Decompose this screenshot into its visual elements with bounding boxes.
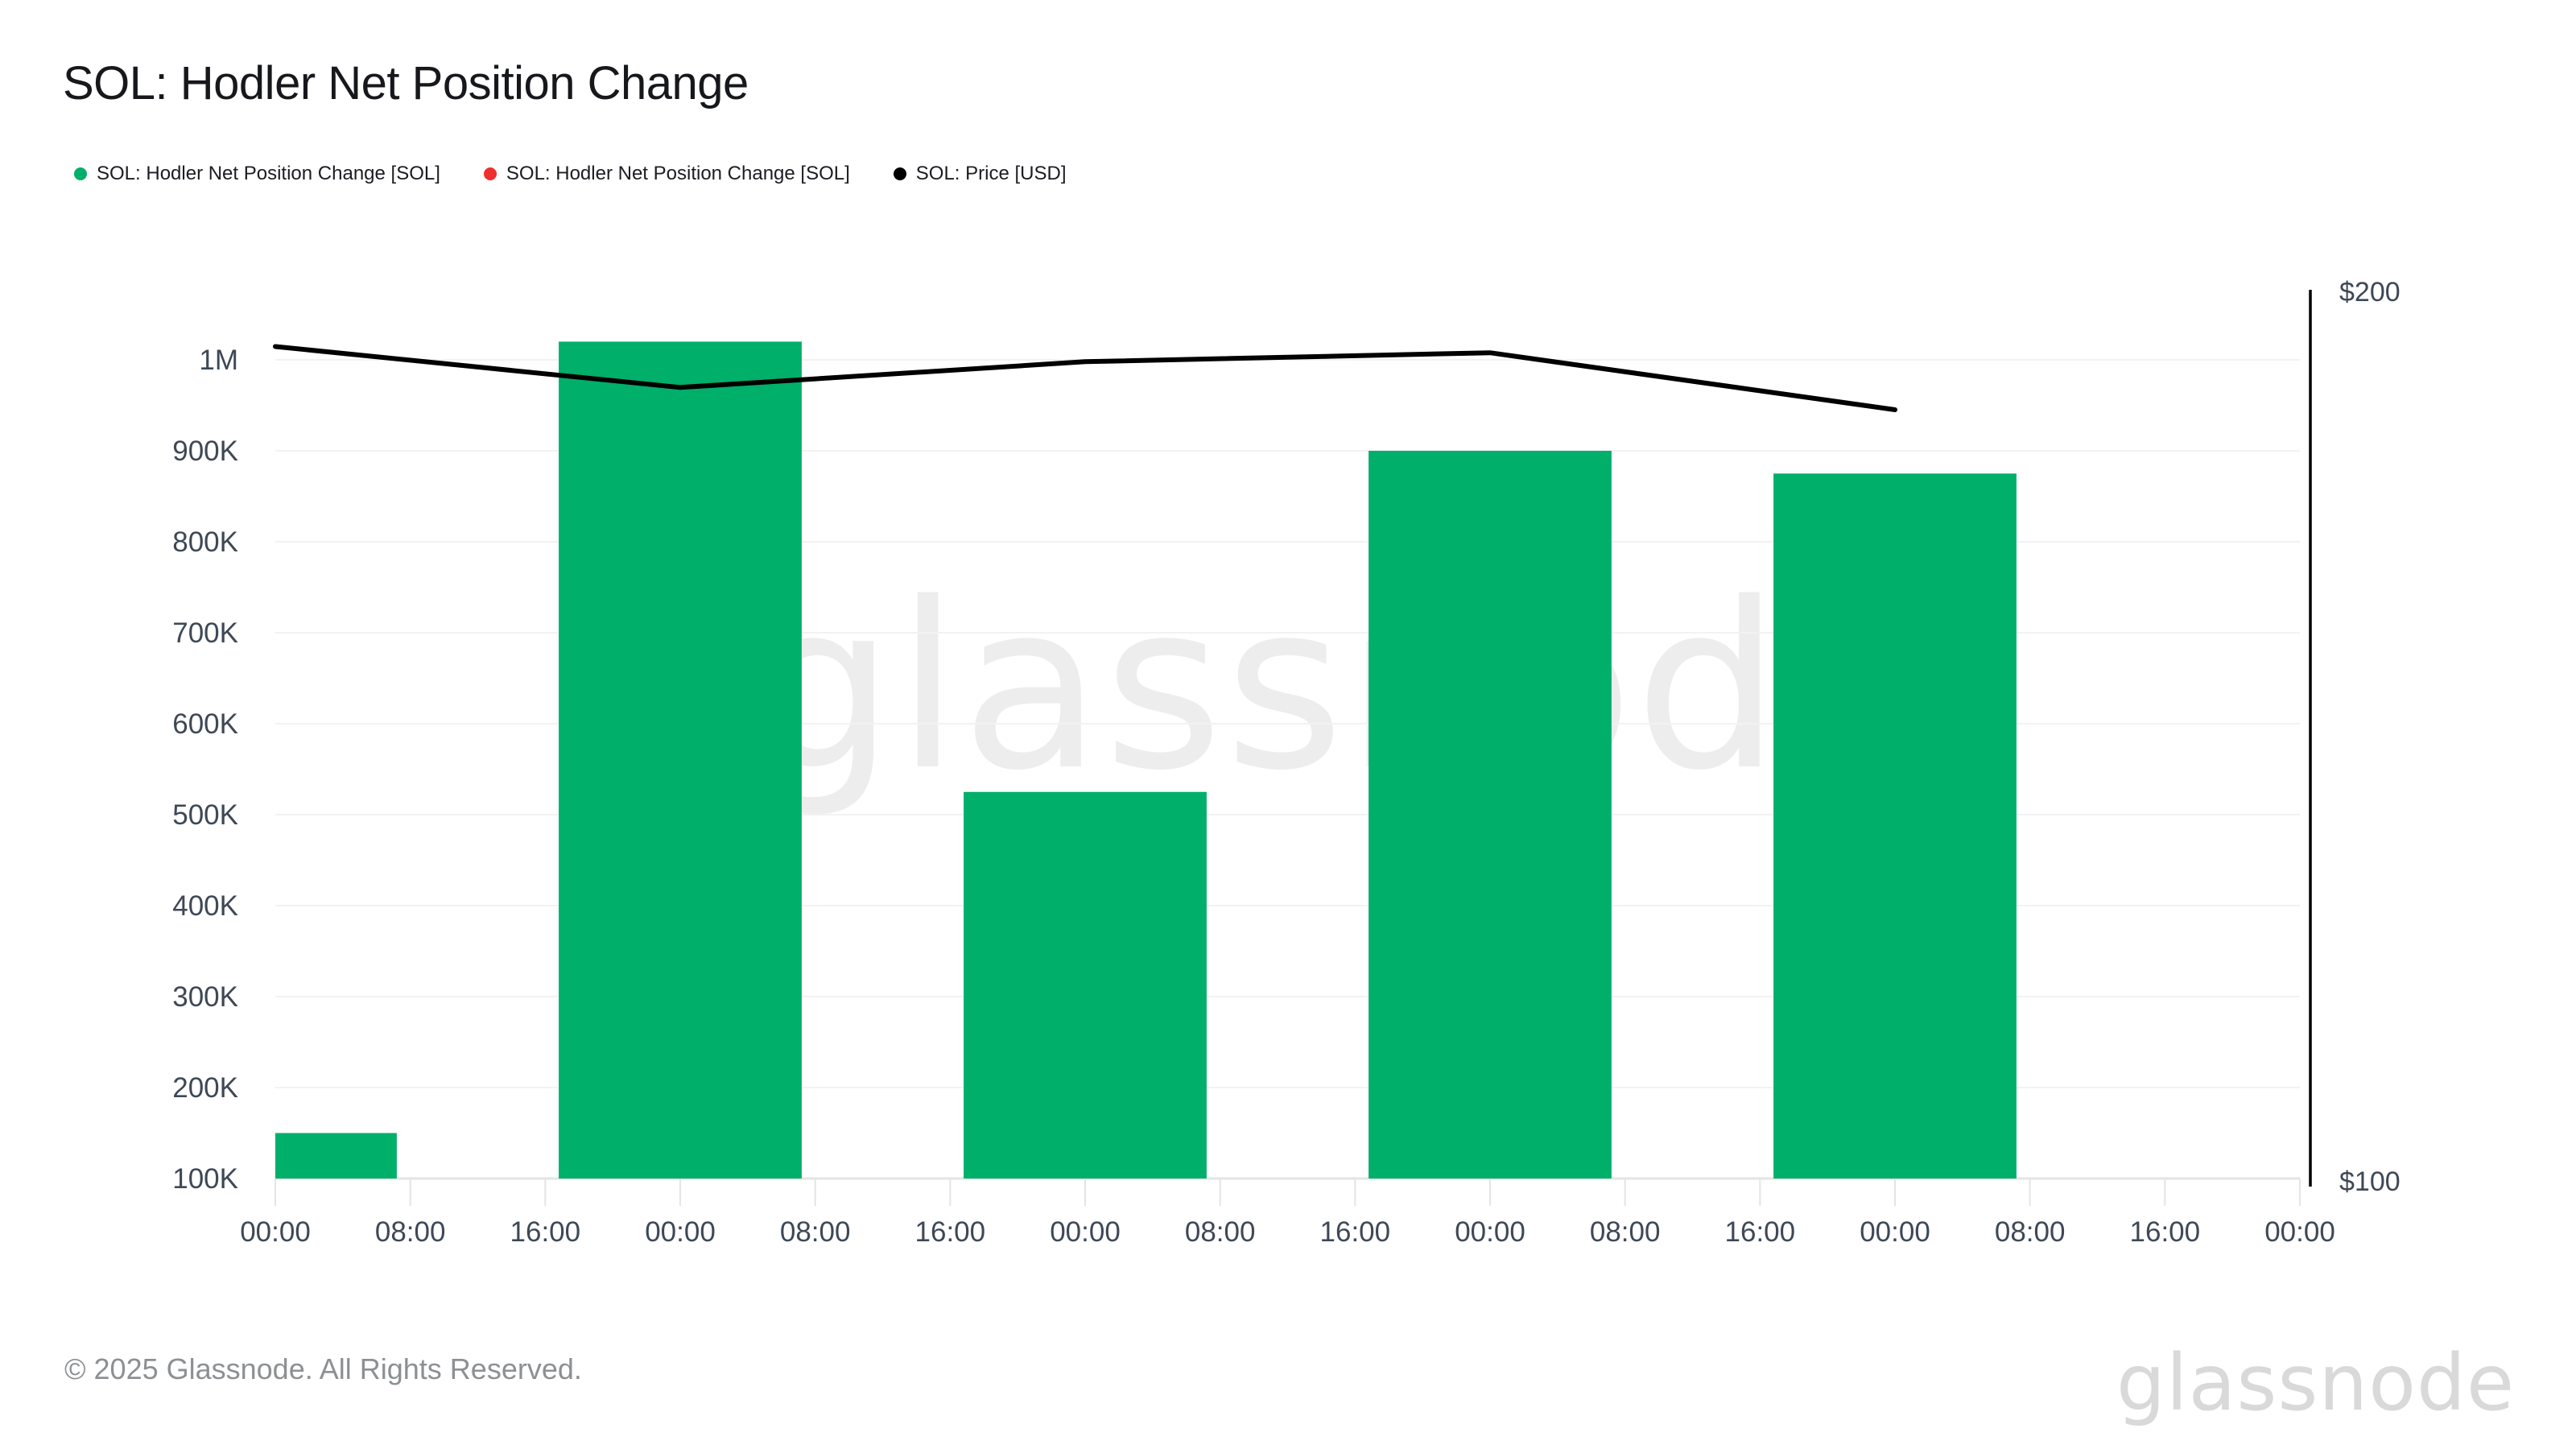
x-axis-tick-label: 08:00	[1590, 1216, 1661, 1248]
x-axis-tick-label: 16:00	[2130, 1216, 2201, 1248]
price-line[interactable]	[273, 344, 1897, 412]
bar[interactable]	[559, 341, 802, 1179]
x-axis-tick-label: 16:00	[510, 1216, 581, 1248]
x-axis-tick-label: 16:00	[1320, 1216, 1391, 1248]
x-axis-tick-label: 00:00	[240, 1216, 311, 1248]
legend-red-dot-icon	[483, 167, 497, 180]
legend-black-dot-icon	[893, 167, 906, 180]
y-axis-tick-label: 300K	[172, 981, 238, 1013]
x-axis-tick-label: 00:00	[1860, 1216, 1930, 1248]
x-axis: 00:00 08:00 16:00 00:00 08:00 16:00 00:00 08:00…	[240, 1179, 2335, 1248]
x-axis-tick-label: 08:00	[780, 1216, 851, 1248]
legend-item-label: SOL: Hodler Net Position Change [SOL]	[506, 163, 850, 184]
bar[interactable]	[1368, 451, 1612, 1179]
y-axis-tick-label: 100K	[172, 1163, 238, 1195]
bar[interactable]	[964, 791, 1207, 1179]
legend: SOL: Hodler Net Position Change [SOL] SO…	[74, 163, 1067, 185]
x-axis-tick-label: 00:00	[1455, 1216, 1525, 1248]
legend-item-label: SOL: Price [USD]	[915, 163, 1067, 184]
y-axis-tick-label: 900K	[172, 436, 238, 467]
legend-item-label: SOL: Hodler Net Position Change [SOL]	[97, 163, 440, 184]
copyright-text: © 2025 Glassnode. All Rights Reserved.	[64, 1352, 582, 1385]
bars-series[interactable]	[275, 341, 2017, 1179]
x-axis-tick-label: 16:00	[915, 1216, 986, 1248]
glassnode-watermark: glassnode	[749, 554, 1925, 821]
right-price-axis: $200 $100	[2309, 277, 2401, 1197]
y-axis-tick-label: 500K	[172, 799, 238, 831]
y-axis-tick-label: 600K	[172, 708, 238, 740]
legend-green-dot-icon	[74, 167, 87, 180]
bar[interactable]	[275, 1133, 397, 1179]
y-axis-tick-label: 1M	[199, 345, 238, 376]
glassnode-logo: glassnode	[2116, 1338, 2515, 1428]
y-axis-tick-label: 400K	[172, 890, 238, 922]
x-axis-tick-label: 00:00	[2264, 1216, 2335, 1248]
x-axis-tick-label: 00:00	[645, 1216, 716, 1248]
right-axis-top-label: $200	[2339, 277, 2401, 308]
x-axis-tick-label: 08:00	[375, 1216, 446, 1248]
page-title: SOL: Hodler Net Position Change	[63, 57, 749, 109]
x-axis-tick-label: 00:00	[1050, 1216, 1121, 1248]
legend-item-hodler-net-position-change[interactable]: SOL: Hodler Net Position Change [SOL]	[74, 163, 440, 185]
y-axis-tick-label: 700K	[172, 617, 238, 649]
right-axis-bottom-label: $100	[2339, 1166, 2401, 1197]
bar[interactable]	[1773, 473, 2017, 1179]
x-axis-tick-label: 08:00	[1185, 1216, 1256, 1248]
legend-item-hodler-net-position-change-negative[interactable]: SOL: Hodler Net Position Change [SOL]	[483, 163, 850, 185]
y-axis-tick-label: 200K	[172, 1072, 238, 1104]
x-axis-tick-label: 08:00	[1995, 1216, 2066, 1248]
x-axis-tick-label: 16:00	[1725, 1216, 1796, 1248]
y-axis-tick-label: 800K	[172, 526, 238, 558]
legend-item-price[interactable]: SOL: Price [USD]	[893, 163, 1067, 185]
